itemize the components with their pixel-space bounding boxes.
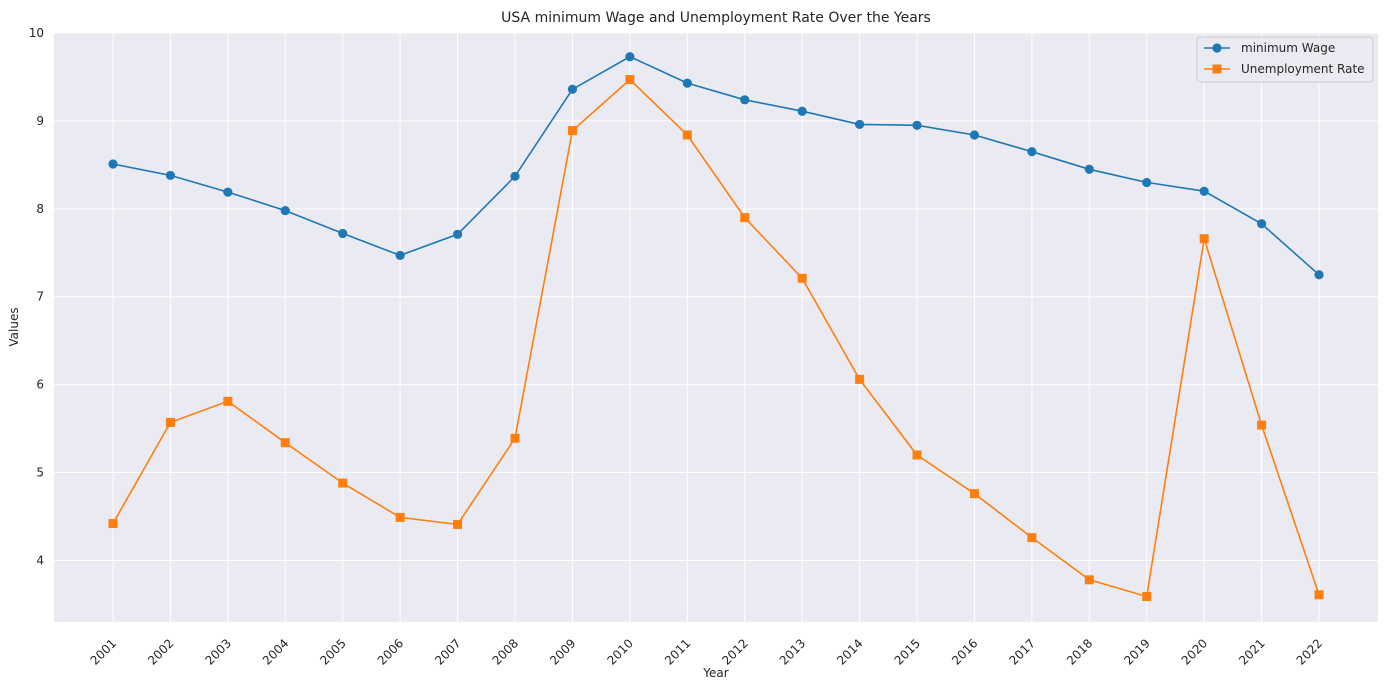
minimum-wage-point [740, 95, 750, 105]
unemployment-rate-point [395, 512, 405, 522]
x-tick-label: 2012 [719, 636, 750, 667]
unemployment-rate-point [338, 478, 348, 488]
unemployment-rate-point [1142, 592, 1152, 602]
unemployment-rate-point [1257, 420, 1267, 430]
unemployment-rate-point [625, 75, 635, 85]
unemployment-rate-point [797, 273, 807, 283]
unemployment-rate-point [108, 519, 118, 529]
minimum-wage-point [223, 187, 233, 197]
minimum-wage-point [338, 228, 348, 239]
minimum-wage-point [1314, 270, 1324, 280]
minimum-wage-point [165, 170, 176, 181]
y-tick-labels: 4 5 6 7 8 9 10 [29, 26, 44, 567]
x-tick-label: 2021 [1236, 636, 1267, 667]
legend: minimum Wage Unemployment Rate [1196, 36, 1374, 83]
x-axis-label: Year [702, 666, 728, 680]
x-tick-labels: 2001 2002 2003 2004 2005 2006 2007 2008 2009 2010… [88, 636, 1326, 667]
x-tick-label: 2007 [432, 636, 463, 667]
minimum-wage-point [969, 130, 980, 140]
x-tick-label: 2004 [260, 636, 291, 667]
x-tick-label: 2008 [490, 636, 521, 667]
x-tick-label: 2018 [1064, 636, 1095, 667]
y-axis-label: Values [7, 307, 21, 346]
x-tick-label: 2017 [1007, 636, 1038, 667]
minimum-wage-point [510, 171, 520, 181]
minimum-wage-point [1084, 164, 1094, 174]
plot-background [54, 33, 1378, 622]
unemployment-rate-point [165, 417, 175, 427]
x-tick-label: 2020 [1179, 636, 1210, 667]
legend-minimum-wage-marker [1212, 43, 1222, 53]
unemployment-rate-point [567, 126, 577, 136]
y-tick-label: 9 [36, 114, 44, 128]
x-tick-label: 2014 [834, 636, 865, 667]
unemployment-rate-point [855, 374, 865, 384]
unemployment-rate-point [223, 396, 233, 406]
x-tick-label: 2019 [1121, 636, 1152, 667]
unemployment-rate-line [112, 78, 1320, 598]
unemployment-rate-point [912, 450, 922, 460]
y-tick-label: 5 [36, 466, 44, 480]
legend-minimum-wage-label: minimum Wage [1241, 41, 1335, 55]
x-tick-label: 2005 [317, 636, 348, 667]
minimum-wage-point [108, 159, 118, 169]
minimum-wage-point [280, 205, 290, 216]
x-tick-label: 2001 [88, 636, 119, 667]
minimum-wage-point [797, 106, 807, 116]
minimum-wage-line [112, 55, 1320, 276]
x-tick-label: 2013 [777, 636, 808, 667]
minimum-wage-point [395, 250, 405, 261]
minimum-wage-point [567, 84, 578, 94]
unemployment-rate-point [969, 489, 979, 499]
x-tick-label: 2002 [145, 636, 176, 667]
x-tick-label: 2006 [375, 636, 406, 667]
minimum-wage-point [1027, 147, 1037, 157]
chart-title: USA minimum Wage and Unemployment Rate O… [501, 10, 931, 26]
minimum-wage-point [625, 52, 635, 62]
y-tick-label: 10 [29, 26, 44, 40]
minimum-wage-point [1199, 186, 1209, 196]
x-tick-label: 2022 [1294, 636, 1325, 667]
unemployment-rate-point [280, 438, 290, 448]
legend-unemployment-rate-marker [1212, 64, 1222, 74]
unemployment-rate-point [1027, 533, 1037, 543]
y-tick-label: 4 [36, 553, 44, 567]
minimum-wage-point [452, 229, 463, 239]
unemployment-rate-point [1199, 234, 1209, 244]
unemployment-rate-point [740, 213, 750, 223]
unemployment-rate-point [1084, 575, 1094, 585]
x-tick-label: 2016 [949, 636, 980, 667]
unemployment-rate-point [453, 519, 463, 529]
minimum-wage-point [854, 119, 865, 130]
x-tick-label: 2011 [662, 636, 693, 667]
minimum-wage-point [1257, 219, 1267, 229]
minimum-wage-point [912, 120, 922, 130]
y-tick-label: 8 [36, 202, 44, 216]
x-tick-label: 2015 [892, 636, 923, 667]
y-tick-label: 6 [36, 378, 44, 392]
minimum-wage-point [1142, 177, 1152, 188]
minimum-wage-point [682, 78, 692, 88]
x-tick-label: 2003 [202, 636, 233, 667]
legend-unemployment-rate-label: Unemployment Rate [1241, 62, 1365, 76]
unemployment-rate-point [1314, 590, 1324, 600]
x-tick-label: 2009 [547, 636, 578, 667]
unemployment-rate-point [510, 433, 520, 443]
series-group [108, 52, 1324, 602]
x-tick-label: 2010 [604, 636, 635, 667]
unemployment-rate-point [682, 130, 692, 140]
y-tick-label: 7 [36, 290, 44, 304]
legend-box [1196, 36, 1374, 83]
